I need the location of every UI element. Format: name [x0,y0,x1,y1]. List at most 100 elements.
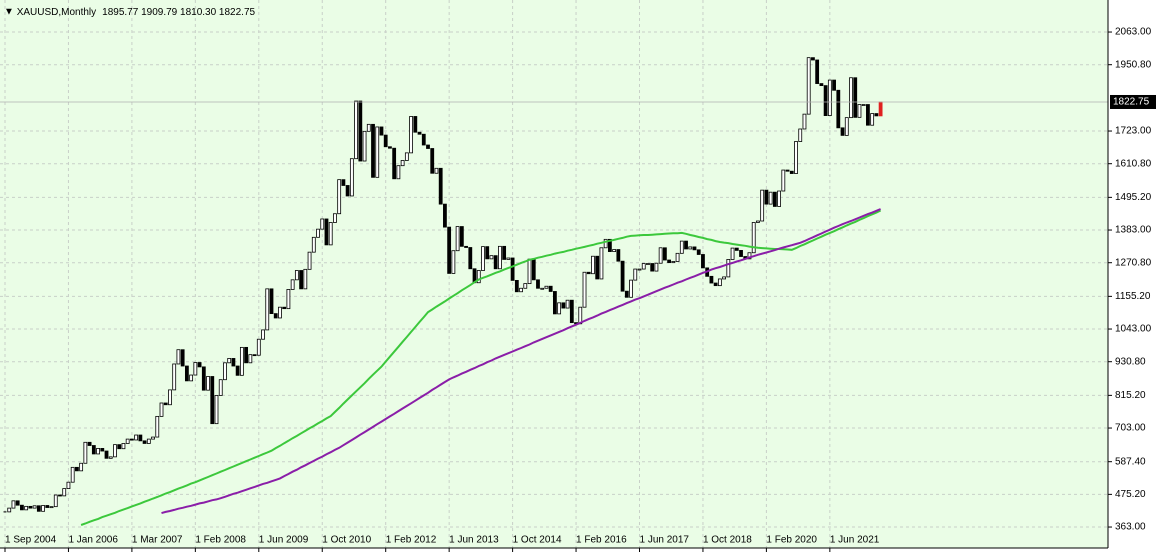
candle [75,466,79,472]
candle [239,346,244,376]
candle [811,57,815,61]
y-tick-label: 1383.00 [1115,225,1152,236]
candle [498,245,502,270]
candle [134,434,139,441]
candle [739,250,743,257]
candle [349,158,354,197]
y-tick-label: 1270.80 [1115,257,1152,268]
candle [426,144,430,149]
candle [375,126,380,178]
candle [113,444,117,458]
candle [269,288,274,315]
candle [443,203,447,228]
candle [650,263,655,272]
candle [404,152,409,161]
candle [388,146,392,149]
candle [197,362,202,368]
candle [565,299,570,309]
moving-average [80,209,882,526]
candle [324,218,329,246]
x-tick-label: 1 Feb 2016 [576,535,627,546]
candle [278,306,282,319]
candle [28,505,33,509]
candle [553,291,557,315]
candle [235,365,240,376]
candle [184,365,189,382]
candle [333,213,337,223]
candle [591,255,595,275]
candle [531,258,536,281]
candle [675,252,680,262]
candle [49,506,54,509]
candle [777,190,781,207]
candle [709,275,714,284]
x-tick-label: 1 Feb 2008 [195,535,246,546]
candle [396,165,401,180]
candle [163,402,168,406]
candle [244,346,249,364]
candle [485,246,490,260]
candle [265,288,270,331]
candle [362,130,367,162]
candle [734,247,739,251]
candle [299,270,304,290]
candle [434,167,439,174]
candle [633,268,638,281]
candle [819,83,824,87]
x-tick-label: 1 Mar 2007 [132,535,183,546]
candle [874,113,879,117]
candle [218,379,223,396]
candle [870,113,875,126]
x-tick-label: 1 Jun 2009 [259,535,309,546]
y-tick-label: 1610.80 [1115,158,1152,169]
candle [58,494,62,497]
candle [840,127,845,136]
candle [36,505,41,512]
candle [455,226,460,252]
candle [506,257,511,260]
ohlc: 1895.77 1909.79 1810.30 1822.75 [102,7,255,18]
candle [519,287,523,293]
plot-background [0,0,1108,548]
candle [692,246,697,251]
candle [87,441,92,446]
candle [413,116,418,133]
candle [717,278,722,287]
candle [726,259,731,278]
candle [561,302,566,309]
candle [730,247,735,260]
candle [206,376,210,391]
candle [764,189,769,205]
candle [557,302,562,315]
candle [261,329,265,340]
candle [337,179,342,215]
candle [722,276,726,280]
candle [180,349,185,367]
candle [620,260,625,292]
candle [155,415,160,438]
y-tick-label: 1495.20 [1115,192,1152,203]
candle [129,438,134,441]
candle [861,104,866,106]
candle [379,126,384,136]
candle [108,456,113,459]
x-tick-label: 1 Oct 2014 [513,535,562,546]
candle [62,488,67,497]
candle [612,249,617,252]
candle [189,374,194,382]
candle [328,222,333,246]
candle [768,191,773,205]
candle [857,104,862,118]
candle [510,257,515,281]
candle [540,287,545,290]
candle [70,466,75,483]
candle [806,57,811,115]
candle [256,338,261,356]
y-tick-label: 703.00 [1115,423,1146,434]
x-tick-label: 1 Jun 2021 [830,535,880,546]
candle [802,113,807,130]
candle [248,354,253,364]
candle [146,438,151,444]
candle [794,141,798,174]
candle [756,220,760,223]
